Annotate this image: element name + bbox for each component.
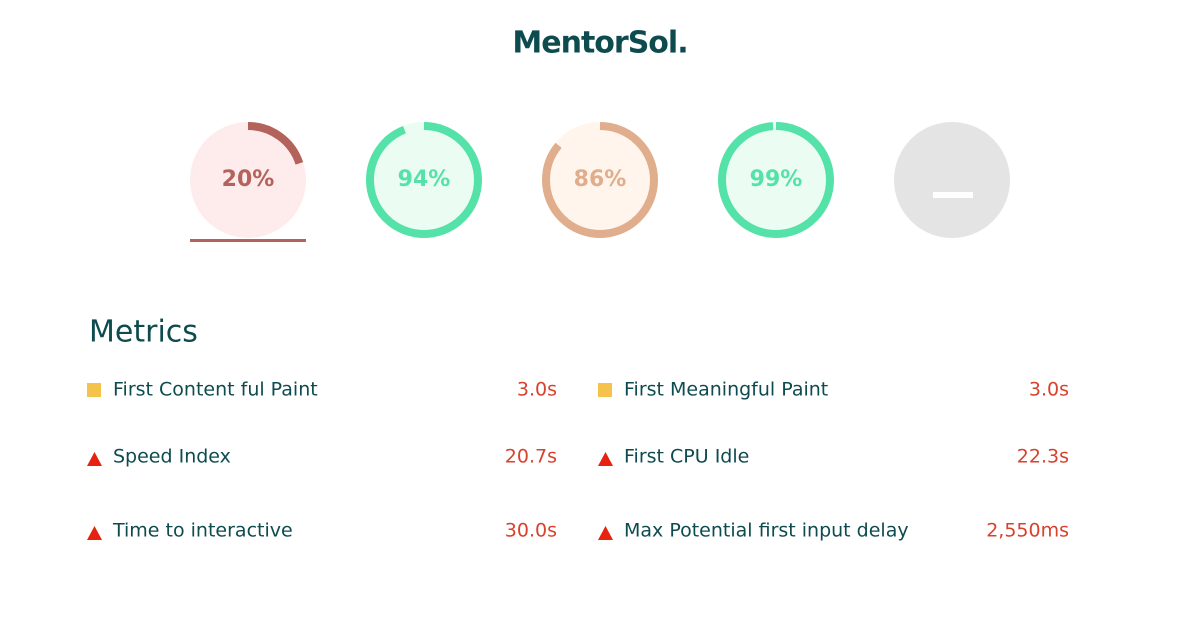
gauge-label: 20%: [222, 167, 275, 192]
status-square: [87, 383, 101, 397]
metric-value: 3.0s: [517, 379, 557, 401]
metric-label: Max Potential first input delay: [624, 520, 909, 542]
status-triangle: [87, 452, 102, 466]
metrics-title: Metrics: [89, 315, 198, 350]
gauge-face: [542, 122, 658, 238]
gauge-arc: [718, 122, 834, 238]
metric-label: Time to interactive: [112, 520, 293, 542]
status-triangle: [598, 526, 613, 540]
status-square: [598, 383, 612, 397]
gauge-label: 94%: [398, 167, 451, 192]
status-triangle: [87, 526, 102, 540]
metric-label: First Meaningful Paint: [624, 379, 828, 401]
status-triangle: [598, 452, 613, 466]
selected-underline: [190, 239, 306, 242]
metric-value: 3.0s: [1029, 379, 1069, 401]
gauge-arc: [366, 122, 482, 238]
gauge-face: [718, 122, 834, 238]
gauge-label: 86%: [574, 167, 627, 192]
logo: MentorSol.: [512, 26, 687, 61]
metric-label: First CPU Idle: [624, 446, 749, 468]
empty-gauge: [894, 122, 1010, 238]
metric-value: 2,550ms: [986, 520, 1069, 542]
empty-dash: [933, 192, 973, 198]
metric-value: 20.7s: [505, 446, 557, 468]
gauge-arc: [190, 122, 306, 238]
metric-label: First Content ful Paint: [113, 379, 318, 401]
gauge-label: 99%: [750, 167, 803, 192]
metric-label: Speed Index: [113, 446, 231, 468]
metric-value: 22.3s: [1017, 446, 1069, 468]
gauge-face: [190, 122, 306, 238]
metric-value: 30.0s: [505, 520, 557, 542]
gauge-arc: [542, 122, 658, 238]
gauge-face: [366, 122, 482, 238]
